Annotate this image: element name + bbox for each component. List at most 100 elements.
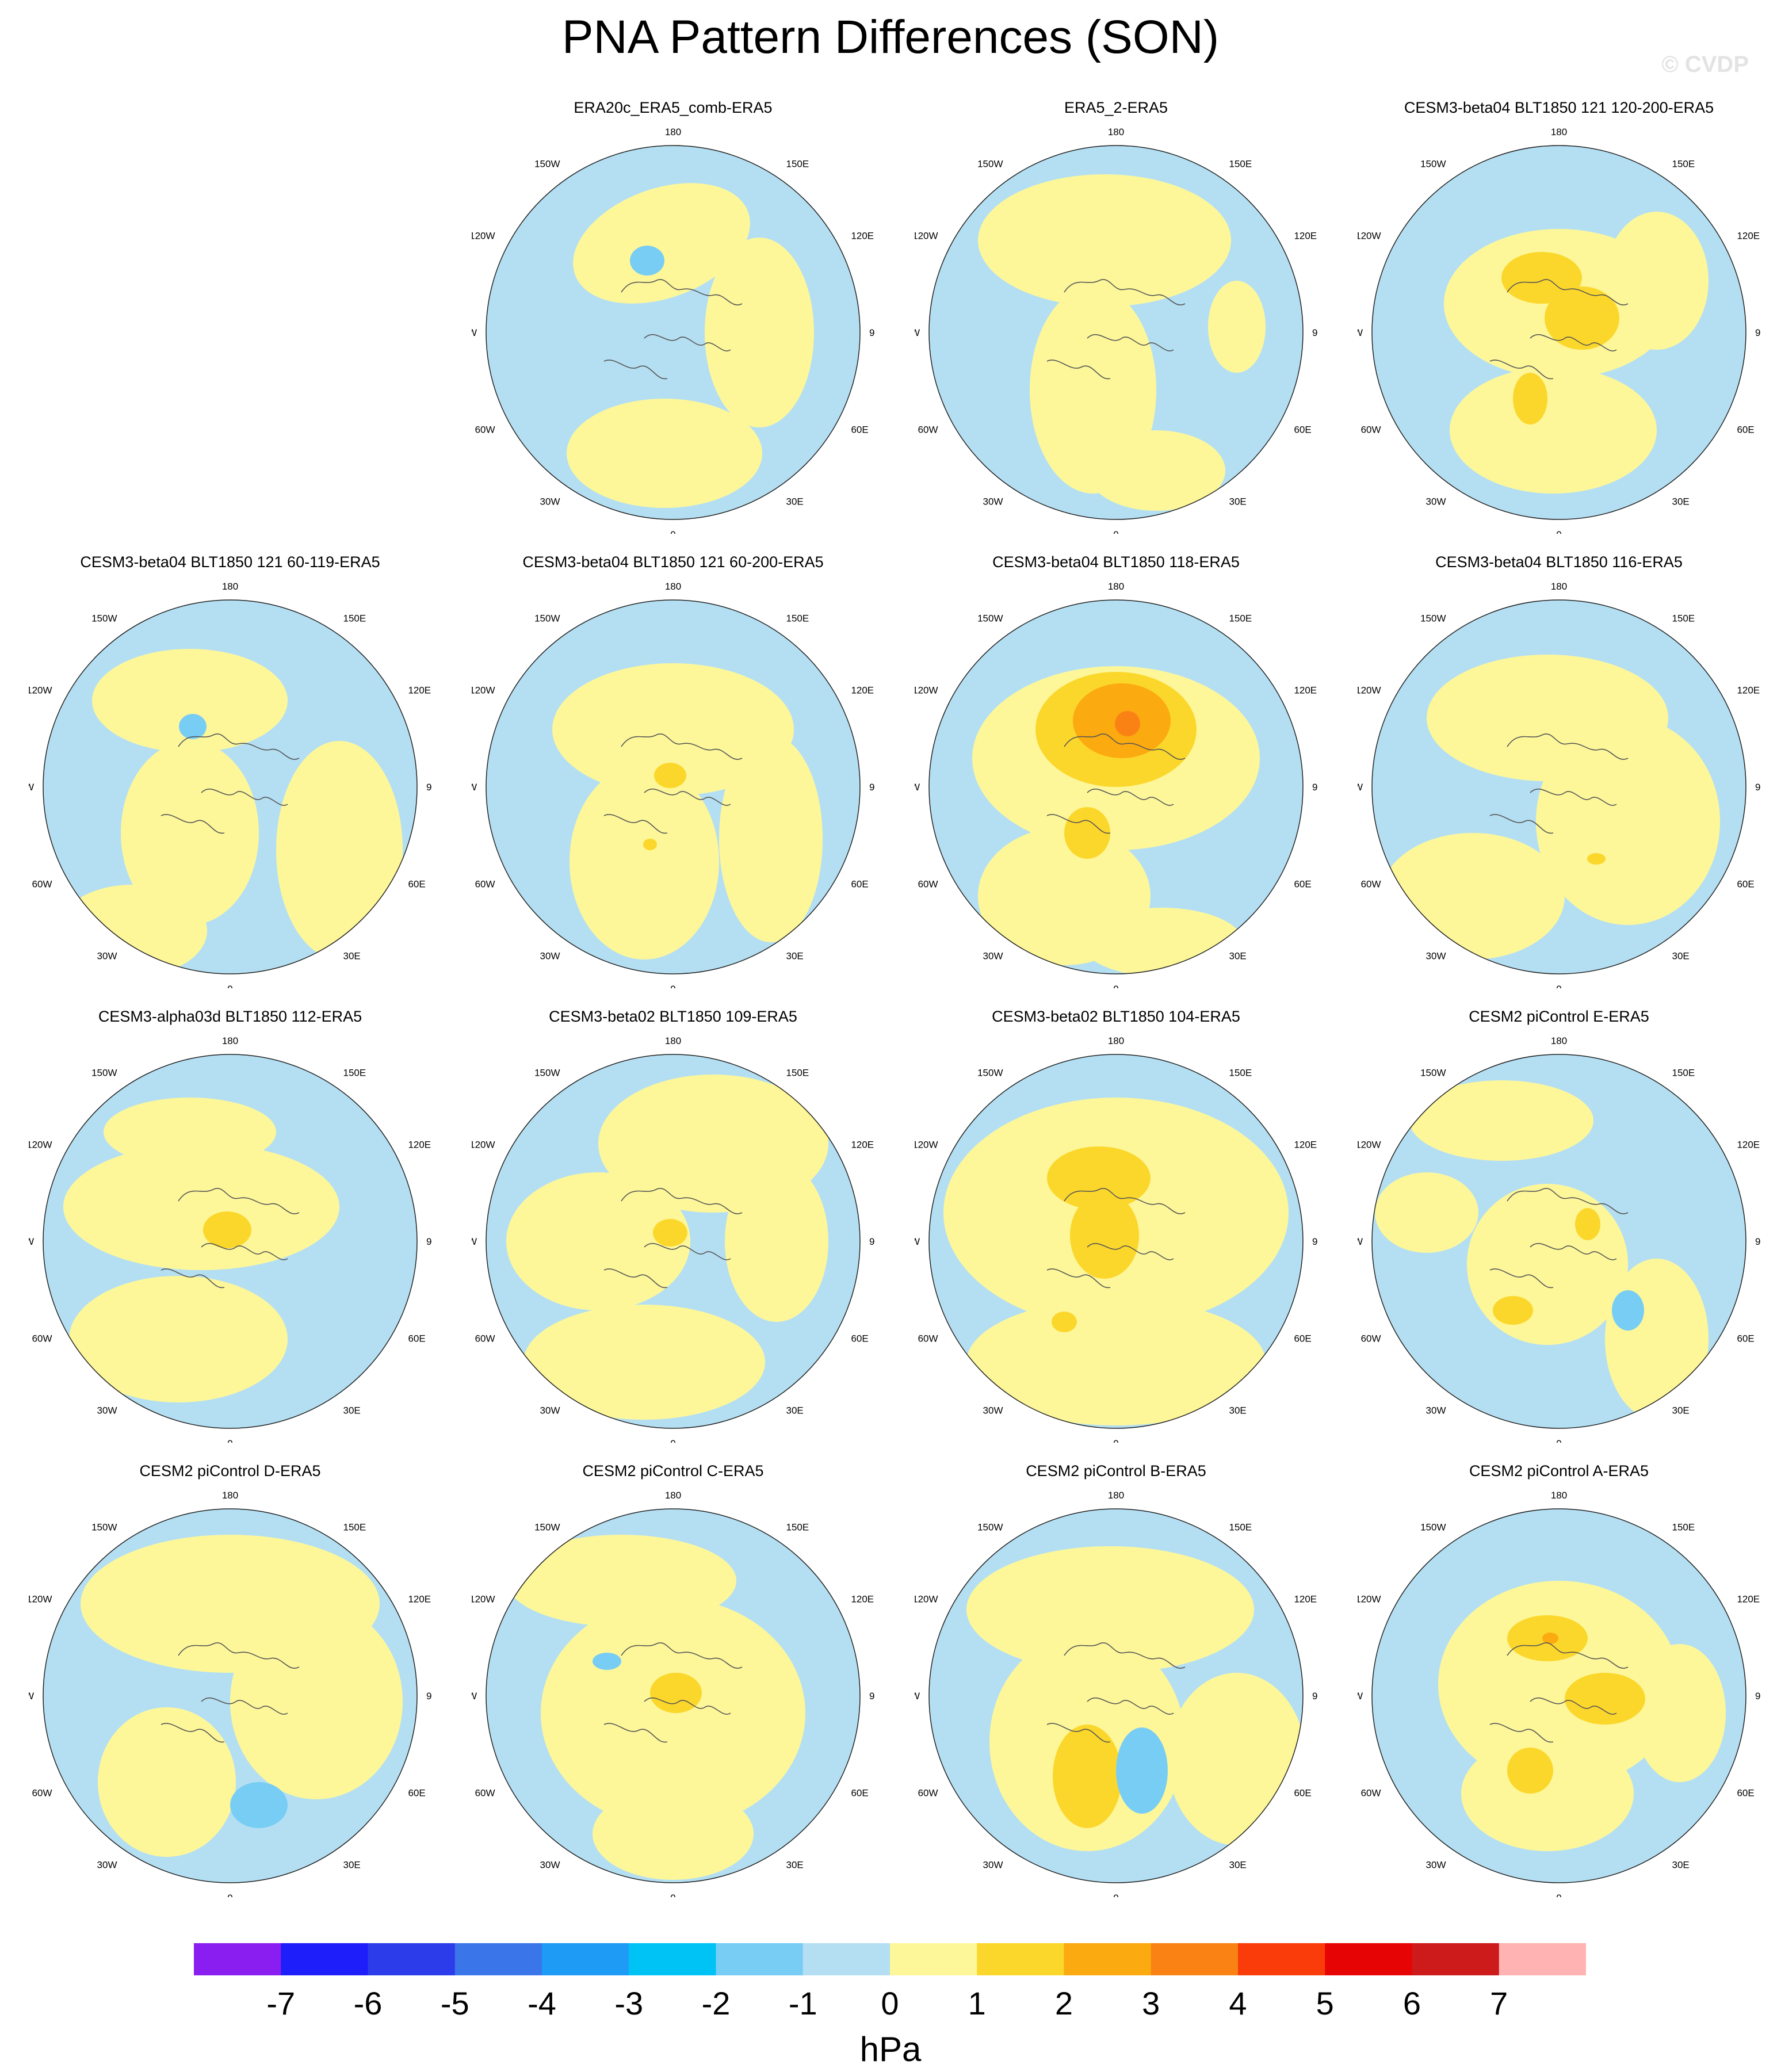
- coastline: [160, 1723, 225, 1743]
- panel-title: CESM2 piControl A-ERA5: [1469, 1462, 1649, 1480]
- colorbar-swatch: [629, 1943, 716, 1975]
- map-boundary: [1371, 1508, 1746, 1883]
- longitude-label: 150W: [1420, 159, 1446, 170]
- coastline: [1064, 279, 1186, 305]
- longitude-label: 90E: [1755, 1691, 1760, 1702]
- map-boundary: [928, 599, 1304, 974]
- coastline: [201, 788, 288, 806]
- longitude-label: 120E: [851, 1594, 874, 1605]
- longitude-label: 30W: [983, 496, 1003, 507]
- longitude-label: 180: [1551, 127, 1567, 137]
- longitude-label: 150W: [1420, 613, 1446, 624]
- panel-title: CESM3-alpha03d BLT1850 112-ERA5: [98, 1008, 362, 1025]
- longitude-label: 30E: [786, 1405, 804, 1416]
- longitude-label: 60W: [475, 425, 495, 435]
- panel-title: CESM2 piControl E-ERA5: [1469, 1008, 1649, 1025]
- contour-region: [1064, 807, 1110, 859]
- longitude-label: 150W: [534, 159, 560, 170]
- longitude-label: 120W: [1358, 1140, 1381, 1150]
- contour-region: [1545, 286, 1619, 350]
- longitude-label: 60W: [1361, 1333, 1381, 1344]
- polar-map: 180 150E 120E 90E 60E 30E 0 30W 60W 90W 120W 150W: [472, 1490, 874, 1897]
- panel-title: CESM3-beta02 BLT1850 109-ERA5: [549, 1008, 797, 1025]
- polar-map: 180 150E 120E 90E 60E 30E 0 30W 60W 90W 120W 150W: [915, 1035, 1317, 1443]
- polar-map: 180 150E 120E 90E 60E 30E 0 30W 60W 90W 120W 150W: [915, 127, 1317, 534]
- colorbar-tick-label: 1: [968, 1985, 986, 2021]
- polar-map: 180 150E 120E 90E 60E 30E 0 30W 60W 90W 120W 150W: [472, 581, 874, 988]
- longitude-label: 150E: [1672, 613, 1695, 624]
- contour-region: [523, 1305, 765, 1420]
- longitude-label: 60E: [1737, 1788, 1754, 1799]
- contour-region: [966, 1299, 1266, 1425]
- panel-title: CESM2 piControl D-ERA5: [139, 1462, 321, 1480]
- longitude-label: 90E: [426, 1691, 431, 1702]
- colorbar-swatch: [890, 1943, 977, 1975]
- watermark: © CVDP: [1661, 52, 1749, 77]
- map-boundary: [43, 599, 418, 974]
- longitude-label: 180: [222, 581, 238, 592]
- coastline: [1064, 1642, 1186, 1669]
- longitude-label: 120W: [472, 1594, 495, 1605]
- longitude-label: 150W: [91, 1522, 117, 1533]
- colorbar-swatch: [1064, 1943, 1152, 1975]
- contour-region: [121, 741, 259, 925]
- panel-title: CESM3-beta04 BLT1850 118-ERA5: [992, 553, 1240, 571]
- longitude-label: 60E: [851, 425, 868, 435]
- map-panel: CESM2 piControl B-ERA5 180 150E 120E 90E 60E 3…: [915, 1462, 1317, 1899]
- longitude-label: 30W: [983, 950, 1003, 961]
- longitude-label: 60E: [408, 1788, 425, 1799]
- panel-title: CESM3-beta04 BLT1850 121 60-200-ERA5: [522, 553, 824, 571]
- polar-map: 180 150E 120E 90E 60E 30E 0 30W 60W 90W 120W 150W: [29, 1035, 431, 1443]
- panel-title: CESM3-beta04 BLT1850 121 120-200-ERA5: [1404, 99, 1714, 116]
- contour-region: [276, 741, 403, 959]
- coastline: [201, 1697, 288, 1715]
- coastline: [1064, 1188, 1186, 1214]
- longitude-label: 150W: [977, 1068, 1003, 1079]
- longitude-label: 150W: [534, 613, 560, 624]
- coastline: [178, 1642, 300, 1669]
- longitude-label: 150E: [1229, 1522, 1252, 1533]
- map-panel: CESM3-alpha03d BLT1850 112-ERA5 180 150E 12…: [29, 1008, 431, 1445]
- contour-region: [567, 399, 762, 508]
- contour-region: [725, 1161, 828, 1322]
- contour-region: [1634, 1644, 1726, 1782]
- longitude-label: 90E: [1755, 782, 1760, 793]
- colorbar-tick-label: -6: [354, 1985, 383, 2021]
- colorbar-swatch: [281, 1943, 368, 1975]
- contour-region: [1542, 1633, 1558, 1644]
- longitude-label: 90W: [29, 1236, 34, 1247]
- contour-region: [98, 1707, 236, 1857]
- contour-region: [552, 663, 794, 796]
- longitude-label: 0: [227, 1893, 232, 1897]
- contour-region: [705, 238, 814, 427]
- colorbar-tick-label: -4: [528, 1985, 556, 2021]
- longitude-label: 30E: [1672, 496, 1690, 507]
- contour-region: [203, 1211, 251, 1248]
- panel-title: CESM2 piControl C-ERA5: [582, 1462, 764, 1480]
- longitude-label: 120W: [915, 231, 938, 242]
- colorbar-tick-label: 0: [881, 1985, 899, 2021]
- longitude-label: 120E: [408, 685, 431, 696]
- longitude-label: 90W: [29, 782, 34, 793]
- coastline: [1046, 814, 1111, 834]
- longitude-label: 150E: [343, 613, 366, 624]
- longitude-label: 0: [1113, 1438, 1118, 1443]
- longitude-label: 150W: [91, 1068, 117, 1079]
- panel-title: CESM3-beta04 BLT1850 116-ERA5: [1435, 553, 1683, 571]
- longitude-label: 30W: [97, 1859, 117, 1870]
- longitude-label: 120E: [1737, 231, 1760, 242]
- contour-region: [1115, 711, 1140, 736]
- colorbar-swatch: [977, 1943, 1064, 1975]
- map-boundary: [486, 145, 861, 520]
- contour-region: [593, 1653, 621, 1670]
- map-boundary: [928, 145, 1304, 520]
- longitude-label: 90W: [472, 1236, 477, 1247]
- colorbar-swatch: [1151, 1943, 1239, 1975]
- longitude-label: 120E: [1737, 685, 1760, 696]
- coastline: [644, 1697, 731, 1715]
- longitude-label: 0: [1556, 1438, 1561, 1443]
- longitude-label: 90E: [426, 1236, 431, 1247]
- longitude-label: 150E: [1672, 1522, 1695, 1533]
- contour-region: [1053, 1725, 1122, 1828]
- longitude-label: 60W: [32, 1333, 52, 1344]
